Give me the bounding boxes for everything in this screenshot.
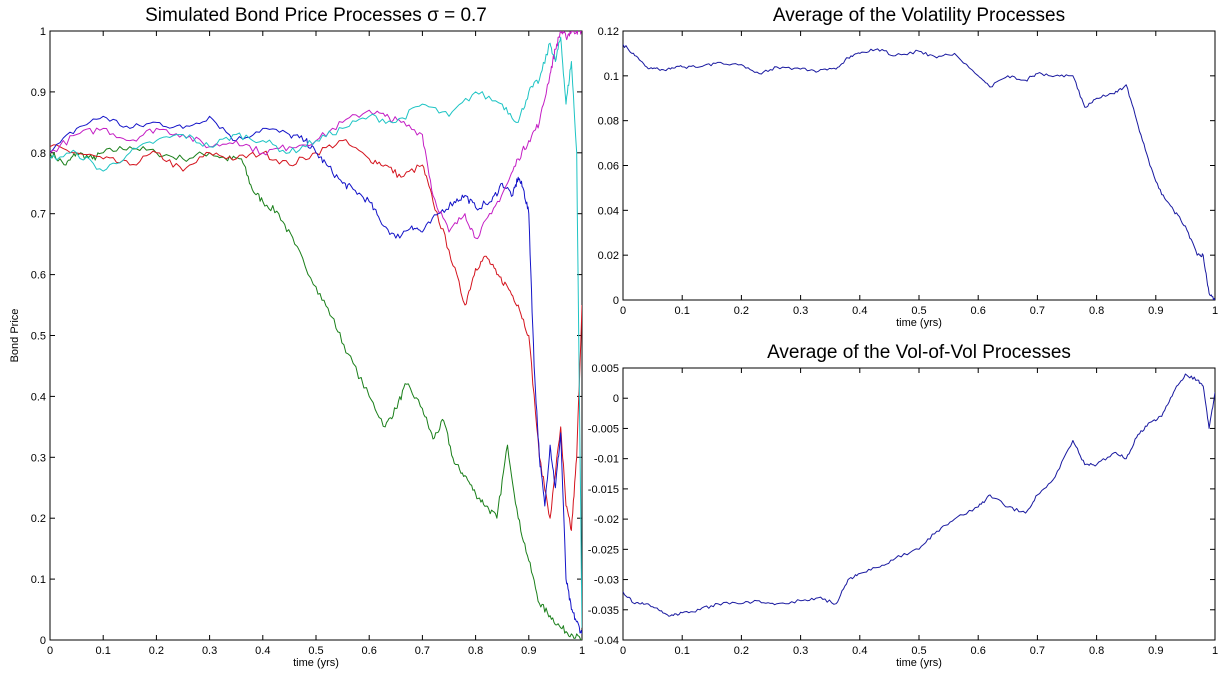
volatility-plot-area [622,30,1216,301]
volatility-ytick-label: 0.12 [598,26,619,38]
bond-price-title: Simulated Bond Price Processes σ = 0.7 [145,5,487,26]
bond-price-plot-area [49,30,583,641]
bond-price-series-line-1 [50,146,582,640]
volatility-x-axis-label: time (yrs) [896,317,942,329]
volatility-xtick-label: 0.4 [852,305,867,317]
vol-of-vol-xtick-label: 1 [1212,645,1218,657]
vol-of-vol-xtick-label: 0.4 [852,645,867,657]
volatility-xtick-label: 0.5 [911,305,926,317]
vol-of-vol-ytick-label: -0.025 [588,544,619,556]
vol-of-vol-plot-area [622,367,1216,641]
vol-of-vol-series-line-1 [623,373,1215,617]
vol-of-vol-x-axis-label: time (yrs) [896,657,942,669]
volatility-xtick-label: 0.1 [675,305,690,317]
vol-of-vol-xtick-label: 0.8 [1089,645,1104,657]
volatility-xtick-label: 0.9 [1148,305,1163,317]
volatility-ytick-label: 0 [613,295,619,307]
volatility-series-line-1 [623,44,1215,300]
bond-price-ytick-label: 0.4 [31,391,46,403]
bond-price-ytick-label: 0.3 [31,452,46,464]
bond-price-y-axis-label: Bond Price [9,309,21,363]
volatility-xtick-label: 0.6 [971,305,986,317]
vol-of-vol-xtick-label: 0.5 [911,645,926,657]
bond-price-xtick-label: 0.7 [415,645,430,657]
bond-price-xtick-label: 0.4 [255,645,270,657]
vol-of-vol-ytick-label: 0.005 [591,363,619,375]
volatility-ytick-label: 0.02 [598,250,619,262]
volatility-ytick-label: 0.1 [604,71,619,83]
vol-of-vol-xtick-label: 0.7 [1030,645,1045,657]
vol-of-vol-xtick-label: 0.1 [675,645,690,657]
volatility-chart: Average of the Volatility Processes 0 0.1 0… [598,5,1218,329]
bond-price-xtick-label: 0.5 [308,645,323,657]
vol-of-vol-ytick-label: -0.035 [588,605,619,617]
vol-of-vol-ytick-label: 0 [613,393,619,405]
bond-price-series-line-5 [50,36,582,628]
vol-of-vol-chart: Average of the Vol-of-Vol Processes 0 0.1 0… [588,342,1218,669]
volatility-xtick-label: 0 [620,305,626,317]
volatility-title: Average of the Volatility Processes [773,5,1065,26]
bond-price-xtick-label: 1 [579,645,585,657]
bond-price-ytick-label: 0.9 [31,87,46,99]
bond-price-xtick-label: 0.9 [521,645,536,657]
vol-of-vol-xtick-label: 0.2 [734,645,749,657]
bond-price-series-line-2 [50,139,582,531]
bond-price-series-line-3 [50,115,582,635]
bond-price-chart: Simulated Bond Price Processes σ = 0.70 0… [9,5,585,669]
bond-price-ytick-label: 0 [40,635,46,647]
vol-of-vol-ytick-label: -0.01 [594,454,619,466]
volatility-xtick-label: 0.7 [1030,305,1045,317]
vol-of-vol-ytick-label: -0.02 [594,514,619,526]
bond-price-ytick-label: 0.7 [31,209,46,221]
vol-of-vol-xtick-label: 0.6 [971,645,986,657]
bond-price-xtick-label: 0.6 [362,645,377,657]
vol-of-vol-ytick-label: -0.03 [594,575,619,587]
vol-of-vol-ytick-label: -0.015 [588,484,619,496]
vol-of-vol-xtick-label: 0 [620,645,626,657]
volatility-xtick-label: 0.8 [1089,305,1104,317]
bond-price-ytick-label: 0.6 [31,270,46,282]
bond-price-ytick-label: 0.2 [31,513,46,525]
bond-price-xtick-label: 0.2 [149,645,164,657]
volatility-ytick-label: 0.08 [598,116,619,128]
vol-of-vol-xtick-label: 0.9 [1148,645,1163,657]
bond-price-xtick-label: 0 [47,645,53,657]
bond-price-xtick-label: 0.1 [96,645,111,657]
bond-price-ytick-label: 0.1 [31,574,46,586]
vol-of-vol-ytick-label: -0.005 [588,423,619,435]
bond-price-ytick-label: 0.5 [31,331,46,343]
volatility-ytick-label: 0.04 [598,205,619,217]
bond-price-ytick-label: 0.8 [31,148,46,160]
bond-price-x-axis-label: time (yrs) [293,657,339,669]
bond-price-xtick-label: 0.3 [202,645,217,657]
bond-price-xtick-label: 0.8 [468,645,483,657]
volatility-ytick-label: 0.06 [598,161,619,173]
vol-of-vol-ytick-label: -0.04 [594,635,619,647]
vol-of-vol-title: Average of the Vol-of-Vol Processes [767,342,1071,363]
volatility-xtick-label: 0.2 [734,305,749,317]
bond-price-ytick-label: 1 [40,26,46,38]
volatility-xtick-label: 0.3 [793,305,808,317]
volatility-xtick-label: 1 [1212,305,1218,317]
vol-of-vol-xtick-label: 0.3 [793,645,808,657]
